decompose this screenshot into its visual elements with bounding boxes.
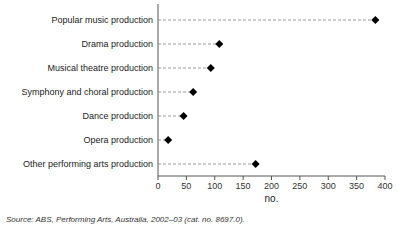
x-tick	[328, 176, 329, 180]
marks	[158, 16, 379, 168]
x-tick	[158, 176, 159, 180]
stem	[158, 164, 256, 165]
y-tick-label: Other performing arts production	[23, 159, 153, 169]
x-tick	[243, 176, 244, 180]
x-tick	[214, 176, 215, 180]
x-tick	[385, 176, 386, 180]
marker	[252, 160, 260, 168]
x-tick-label: 300	[321, 181, 336, 191]
y-tick-label: Opera production	[83, 135, 153, 145]
x-tick	[356, 176, 357, 180]
y-tick-label: Symphony and choral production	[21, 87, 153, 97]
stem	[158, 92, 193, 93]
x-tick-label: 200	[264, 181, 279, 191]
x-axis-line	[158, 176, 385, 177]
y-tick-label: Popular music production	[51, 15, 153, 25]
x-tick-label: 250	[292, 181, 307, 191]
x-tick-label: 100	[207, 181, 222, 191]
marker	[164, 136, 172, 144]
marker	[207, 64, 215, 72]
x-tick	[186, 176, 187, 180]
x-axis: 0 50 100 150 200 250 300 350 400	[155, 176, 392, 191]
source: Source: ABS, Performing Arts, Australia,…	[6, 215, 245, 224]
y-tick-label: Dance production	[82, 111, 153, 121]
y-axis-line	[158, 4, 159, 176]
stem	[158, 44, 219, 45]
y-tick-label: Musical theatre production	[47, 63, 153, 73]
stem	[158, 20, 375, 21]
marker	[189, 88, 197, 96]
x-tick-label: 350	[349, 181, 364, 191]
x-tick	[299, 176, 300, 180]
x-tick-label: 0	[155, 181, 160, 191]
x-tick	[271, 176, 272, 180]
x-tick-label: 150	[236, 181, 251, 191]
x-tick-label: 400	[377, 181, 392, 191]
x-tick-label: 50	[181, 181, 191, 191]
y-tick-label: Drama production	[81, 39, 153, 49]
marker	[215, 40, 223, 48]
x-axis-label: no.	[265, 193, 279, 204]
stem	[158, 68, 211, 69]
marker	[371, 16, 379, 24]
chart: 0 50 100 150 200 250 300 350 400 no. Popular music…	[0, 0, 397, 227]
marker	[180, 112, 188, 120]
